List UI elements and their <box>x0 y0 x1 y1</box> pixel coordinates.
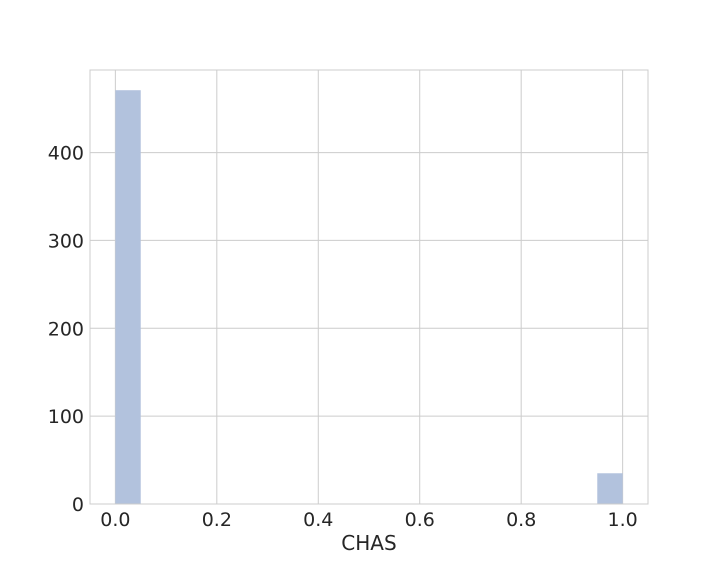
x-tick-label: 0.6 <box>405 509 435 531</box>
x-tick-label: 0.0 <box>100 509 130 531</box>
x-tick-labels: 0.0 0.2 0.4 0.6 0.8 1.0 <box>100 509 637 531</box>
histogram-bar <box>597 473 623 504</box>
bars <box>115 90 623 504</box>
y-tick-label: 200 <box>48 318 84 340</box>
x-tick-label: 0.4 <box>303 509 333 531</box>
x-tick-label: 0.2 <box>202 509 232 531</box>
grid <box>90 70 648 505</box>
y-tick-labels: 0 100 200 300 400 <box>48 143 84 516</box>
plot-frame <box>89 69 649 505</box>
x-axis-label: CHAS <box>341 531 396 555</box>
x-tick-label: 1.0 <box>608 509 638 531</box>
histogram-bar <box>115 90 141 504</box>
y-tick-label: 100 <box>48 406 84 428</box>
y-tick-label: 0 <box>72 494 84 516</box>
y-tick-label: 300 <box>48 230 84 252</box>
y-tick-label: 400 <box>48 143 84 165</box>
x-tick-label: 0.8 <box>506 509 536 531</box>
